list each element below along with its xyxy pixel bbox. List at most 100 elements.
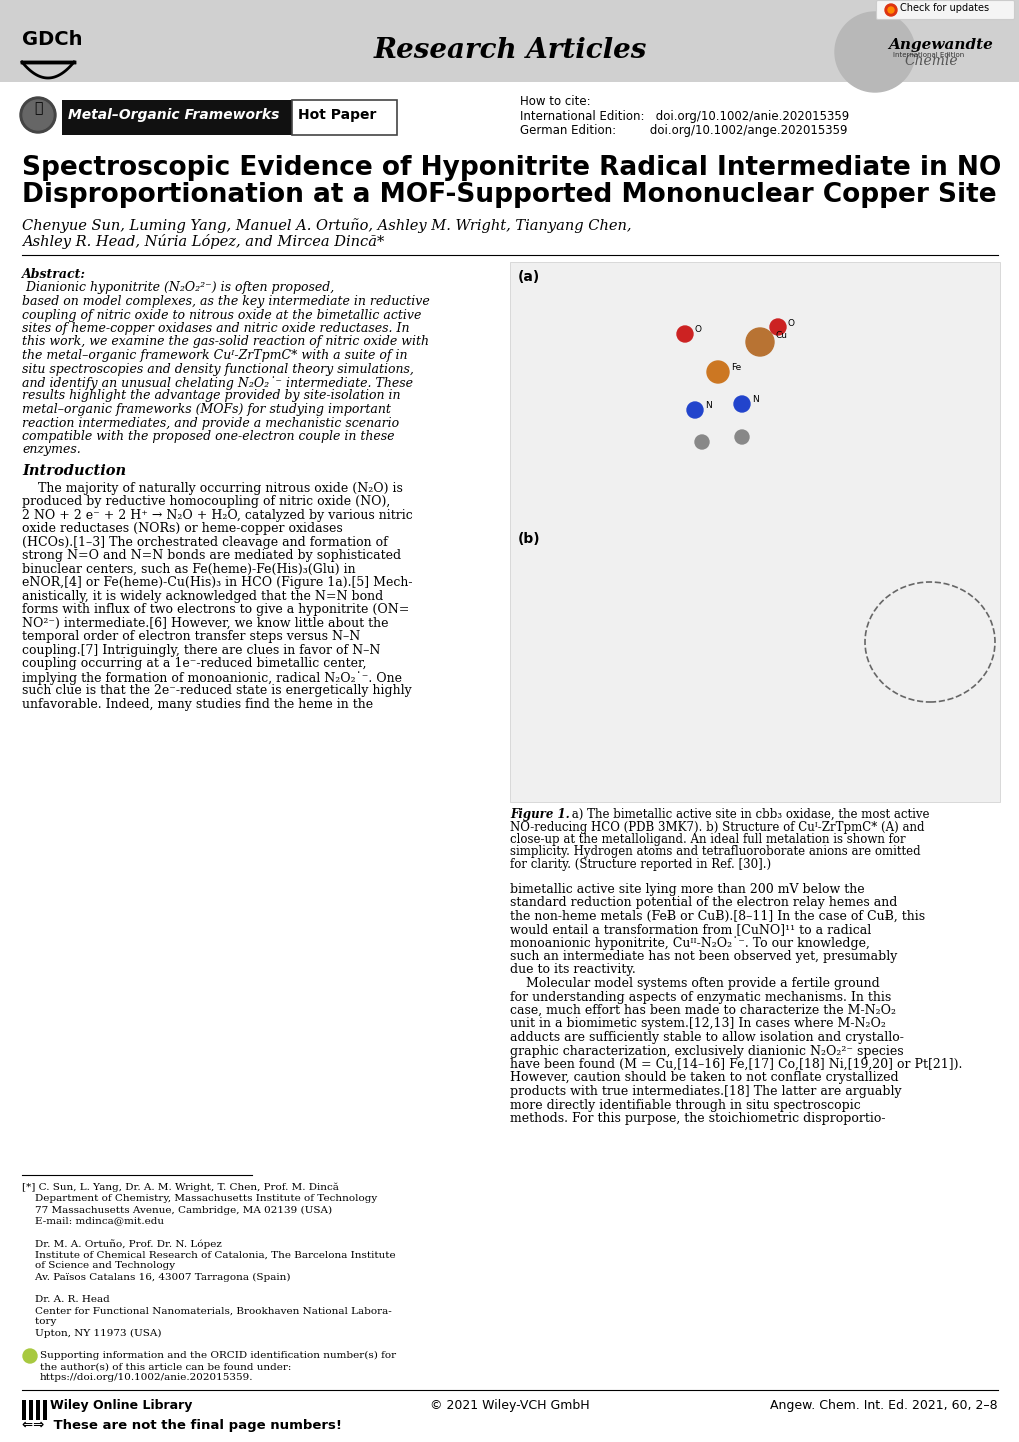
Text: this work, we examine the gas-solid reaction of nitric oxide with: this work, we examine the gas-solid reac… — [22, 336, 429, 349]
Text: International Edition: International Edition — [892, 52, 963, 58]
Text: compatible with the proposed one-electron couple in these: compatible with the proposed one-electro… — [22, 430, 394, 443]
Text: Check for updates: Check for updates — [899, 3, 988, 13]
Bar — [291, 99, 396, 136]
Text: would entail a transformation from [CuNO]¹¹ to a radical: would entail a transformation from [CuNO… — [510, 923, 870, 936]
Circle shape — [23, 1350, 37, 1363]
Text: O: O — [788, 319, 794, 327]
Bar — [29, 1400, 33, 1420]
Bar — [22, 1400, 25, 1420]
Circle shape — [694, 435, 708, 448]
Text: have been found (M = Cu,[14–16] Fe,[17] Co,[18] Ni,[19,20] or Pt[21]).: have been found (M = Cu,[14–16] Fe,[17] … — [510, 1058, 962, 1071]
Text: GDCh: GDCh — [22, 30, 83, 49]
Text: eNOR,[4] or Fe(heme)-Cu(His)₃ in HCO (Figure 1a).[5] Mech-: eNOR,[4] or Fe(heme)-Cu(His)₃ in HCO (Fi… — [22, 577, 412, 590]
Text: O: O — [694, 326, 701, 335]
Bar — [36, 1400, 40, 1420]
Text: Wiley Online Library: Wiley Online Library — [50, 1400, 193, 1413]
Text: (HCOs).[1–3] The orchestrated cleavage and formation of: (HCOs).[1–3] The orchestrated cleavage a… — [22, 536, 387, 549]
Text: [*] C. Sun, L. Yang, Dr. A. M. Wright, T. Chen, Prof. M. Dincă: [*] C. Sun, L. Yang, Dr. A. M. Wright, T… — [22, 1182, 338, 1193]
Text: E-mail: mdinca@mit.edu: E-mail: mdinca@mit.edu — [22, 1217, 164, 1226]
Text: Angew. Chem. Int. Ed. 2021, 60, 2–8: Angew. Chem. Int. Ed. 2021, 60, 2–8 — [769, 1400, 997, 1413]
Circle shape — [677, 326, 692, 342]
Text: such an intermediate has not been observed yet, presumably: such an intermediate has not been observ… — [510, 950, 897, 963]
Text: such clue is that the 2e⁻-reduced state is energetically highly: such clue is that the 2e⁻-reduced state … — [22, 685, 412, 698]
Text: unfavorable. Indeed, many studies find the heme in the: unfavorable. Indeed, many studies find t… — [22, 698, 373, 711]
Text: Upton, NY 11973 (USA): Upton, NY 11973 (USA) — [22, 1328, 161, 1338]
Text: produced by reductive homocoupling of nitric oxide (NO),: produced by reductive homocoupling of ni… — [22, 495, 390, 508]
Text: NO²⁻) intermediate.[6] However, we know little about the: NO²⁻) intermediate.[6] However, we know … — [22, 617, 388, 630]
Text: graphic characterization, exclusively dianionic N₂O₂²⁻ species: graphic characterization, exclusively di… — [510, 1044, 903, 1057]
Text: Supporting information and the ORCID identification number(s) for: Supporting information and the ORCID ide… — [40, 1351, 395, 1360]
Bar — [510, 262, 999, 802]
Text: standard reduction potential of the electron relay hemes and: standard reduction potential of the elec… — [510, 895, 897, 908]
Text: for understanding aspects of enzymatic mechanisms. In this: for understanding aspects of enzymatic m… — [510, 991, 891, 1004]
Text: metal–organic frameworks (MOFs) for studying important: metal–organic frameworks (MOFs) for stud… — [22, 402, 390, 415]
Text: Av. Països Catalans 16, 43007 Tarragona (Spain): Av. Països Catalans 16, 43007 Tarragona … — [22, 1273, 290, 1282]
Text: However, caution should be taken to not conflate crystallized: However, caution should be taken to not … — [510, 1071, 898, 1084]
Text: 🔥: 🔥 — [34, 101, 42, 115]
Text: oxide reductases (NORs) or heme-copper oxidases: oxide reductases (NORs) or heme-copper o… — [22, 522, 342, 535]
Text: Metal–Organic Frameworks: Metal–Organic Frameworks — [68, 108, 279, 123]
Circle shape — [835, 12, 914, 92]
Text: tory: tory — [22, 1318, 56, 1327]
Text: Dr. M. A. Ortuño, Prof. Dr. N. López: Dr. M. A. Ortuño, Prof. Dr. N. López — [22, 1239, 222, 1249]
Text: and identify an unusual chelating N₂O₂˙⁻ intermediate. These: and identify an unusual chelating N₂O₂˙⁻… — [22, 376, 413, 389]
Text: Fe: Fe — [731, 362, 741, 372]
Text: NO-reducing HCO (PDB 3MK7). b) Structure of Cuᴵ-ZrTpmC* (A) and: NO-reducing HCO (PDB 3MK7). b) Structure… — [510, 820, 923, 833]
Text: coupling of nitric oxide to nitrous oxide at the bimetallic active: coupling of nitric oxide to nitrous oxid… — [22, 309, 421, 322]
Text: situ spectroscopies and density functional theory simulations,: situ spectroscopies and density function… — [22, 362, 414, 375]
Text: a) The bimetallic active site in cbb₃ oxidase, the most active: a) The bimetallic active site in cbb₃ ox… — [568, 808, 928, 820]
Text: forms with influx of two electrons to give a hyponitrite (ON=: forms with influx of two electrons to gi… — [22, 603, 409, 616]
Text: strong N=O and N=N bonds are mediated by sophisticated: strong N=O and N=N bonds are mediated by… — [22, 549, 400, 562]
Text: Abstract:: Abstract: — [22, 268, 86, 281]
Circle shape — [884, 4, 896, 16]
Text: Figure 1.: Figure 1. — [510, 808, 570, 820]
Text: ⇐⇒  These are not the final page numbers!: ⇐⇒ These are not the final page numbers! — [22, 1419, 341, 1432]
Text: the metal–organic framework Cuᴵ-ZrTpmC* with a suite of in: the metal–organic framework Cuᴵ-ZrTpmC* … — [22, 349, 408, 362]
Text: reaction intermediates, and provide a mechanistic scenario: reaction intermediates, and provide a me… — [22, 417, 398, 430]
Circle shape — [734, 397, 749, 412]
Text: enzymes.: enzymes. — [22, 444, 81, 457]
Text: Dianionic hyponitrite (N₂O₂²⁻) is often proposed,: Dianionic hyponitrite (N₂O₂²⁻) is often … — [22, 281, 334, 294]
Text: coupling.[7] Intriguingly, there are clues in favor of N–N: coupling.[7] Intriguingly, there are clu… — [22, 643, 380, 656]
Text: 77 Massachusetts Avenue, Cambridge, MA 02139 (USA): 77 Massachusetts Avenue, Cambridge, MA 0… — [22, 1206, 332, 1214]
Text: Dr. A. R. Head: Dr. A. R. Head — [22, 1295, 110, 1304]
Text: © 2021 Wiley-VCH GmbH: © 2021 Wiley-VCH GmbH — [430, 1400, 589, 1413]
Text: bimetallic active site lying more than 200 mV below the: bimetallic active site lying more than 2… — [510, 883, 864, 895]
Circle shape — [769, 319, 786, 335]
Circle shape — [23, 99, 53, 130]
Text: N: N — [751, 395, 758, 405]
Text: Angewandte: Angewandte — [888, 37, 991, 52]
Text: based on model complexes, as the key intermediate in reductive: based on model complexes, as the key int… — [22, 296, 429, 309]
Bar — [43, 1400, 47, 1420]
Text: the author(s) of this article can be found under:: the author(s) of this article can be fou… — [40, 1363, 291, 1371]
Text: simplicity. Hydrogen atoms and tetrafluoroborate anions are omitted: simplicity. Hydrogen atoms and tetrafluo… — [510, 845, 920, 858]
Circle shape — [735, 430, 748, 444]
Text: Introduction: Introduction — [22, 464, 126, 477]
Text: N: N — [704, 401, 711, 411]
Text: sites of heme-copper oxidases and nitric oxide reductases. In: sites of heme-copper oxidases and nitric… — [22, 322, 409, 335]
Text: (b): (b) — [518, 532, 540, 547]
Circle shape — [888, 7, 893, 13]
Text: Center for Functional Nanomaterials, Brookhaven National Labora-: Center for Functional Nanomaterials, Bro… — [22, 1306, 391, 1315]
Text: 2 NO + 2 e⁻ + 2 H⁺ → N₂O + H₂O, catalyzed by various nitric: 2 NO + 2 e⁻ + 2 H⁺ → N₂O + H₂O, catalyze… — [22, 509, 413, 522]
Text: unit in a biomimetic system.[12,13] In cases where M-N₂O₂: unit in a biomimetic system.[12,13] In c… — [510, 1018, 886, 1031]
Circle shape — [706, 360, 729, 384]
Text: How to cite:: How to cite: — [520, 95, 590, 108]
Text: binuclear centers, such as Fe(heme)-Fe(His)₃(Glu) in: binuclear centers, such as Fe(heme)-Fe(H… — [22, 562, 356, 575]
Text: Chenyue Sun, Luming Yang, Manuel A. Ortuño, Ashley M. Wright, Tianyang Chen,: Chenyue Sun, Luming Yang, Manuel A. Ortu… — [22, 218, 631, 232]
Text: methods. For this purpose, the stoichiometric disproportio-: methods. For this purpose, the stoichiom… — [510, 1112, 884, 1125]
Text: case, much effort has been made to characterize the M-N₂O₂: case, much effort has been made to chara… — [510, 1004, 895, 1017]
Circle shape — [687, 402, 702, 418]
Text: for clarity. (Structure reported in Ref. [30].): for clarity. (Structure reported in Ref.… — [510, 858, 770, 871]
Text: The majority of naturally occurring nitrous oxide (N₂O) is: The majority of naturally occurring nitr… — [22, 482, 403, 495]
Text: Molecular model systems often provide a fertile ground: Molecular model systems often provide a … — [510, 978, 879, 991]
Text: International Edition:   doi.org/10.1002/anie.202015359: International Edition: doi.org/10.1002/a… — [520, 110, 849, 123]
Text: Research Articles: Research Articles — [373, 36, 646, 63]
Text: coupling occurring at a 1e⁻-reduced bimetallic center,: coupling occurring at a 1e⁻-reduced bime… — [22, 658, 366, 671]
Text: Disproportionation at a MOF-Supported Mononuclear Copper Site: Disproportionation at a MOF-Supported Mo… — [22, 182, 996, 208]
Circle shape — [20, 97, 56, 133]
Text: (a): (a) — [518, 270, 540, 284]
Text: Cu: Cu — [775, 330, 788, 339]
Text: https://doi.org/10.1002/anie.202015359.: https://doi.org/10.1002/anie.202015359. — [40, 1373, 254, 1383]
Text: the non-heme metals (FeɃ or CuɃ).[8–11] In the case of CuɃ, this: the non-heme metals (FeɃ or CuɃ).[8–11] … — [510, 910, 924, 923]
